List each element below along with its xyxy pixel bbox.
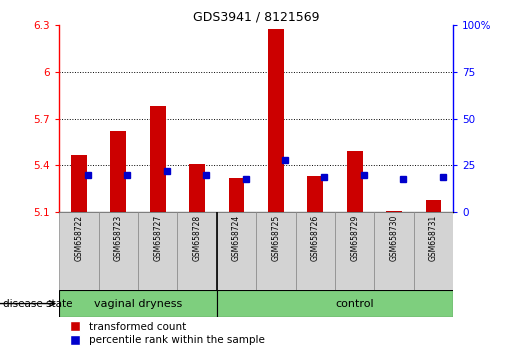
Text: GSM658730: GSM658730	[390, 215, 399, 261]
Bar	[425, 200, 441, 212]
Text: GSM658725: GSM658725	[271, 215, 280, 261]
Text: control: control	[335, 298, 374, 309]
Bar	[229, 178, 245, 212]
Bar	[99, 212, 138, 290]
Bar	[374, 212, 414, 290]
Bar	[59, 212, 99, 290]
Text: GSM658724: GSM658724	[232, 215, 241, 261]
Legend: transformed count, percentile rank within the sample: transformed count, percentile rank withi…	[64, 322, 265, 345]
Text: disease state: disease state	[3, 298, 72, 309]
Bar	[307, 176, 323, 212]
Bar	[138, 212, 177, 290]
Text: GSM658726: GSM658726	[311, 215, 320, 261]
Bar	[71, 155, 87, 212]
Bar	[59, 290, 217, 317]
Bar	[335, 212, 374, 290]
Bar	[347, 152, 363, 212]
Text: GSM658728: GSM658728	[193, 215, 201, 261]
Text: GSM658723: GSM658723	[114, 215, 123, 261]
Text: GSM658722: GSM658722	[75, 215, 83, 261]
Text: GSM658731: GSM658731	[429, 215, 438, 261]
Bar	[177, 212, 217, 290]
Bar	[150, 106, 166, 212]
Bar	[189, 164, 205, 212]
Bar	[386, 211, 402, 212]
Text: GSM658729: GSM658729	[350, 215, 359, 261]
Bar	[217, 290, 453, 317]
Title: GDS3941 / 8121569: GDS3941 / 8121569	[193, 11, 319, 24]
Text: GSM658727: GSM658727	[153, 215, 162, 261]
Bar	[268, 29, 284, 212]
Bar	[256, 212, 296, 290]
Bar	[414, 212, 453, 290]
Bar	[110, 131, 126, 212]
Bar	[296, 212, 335, 290]
Text: vaginal dryness: vaginal dryness	[94, 298, 182, 309]
Bar	[217, 212, 256, 290]
